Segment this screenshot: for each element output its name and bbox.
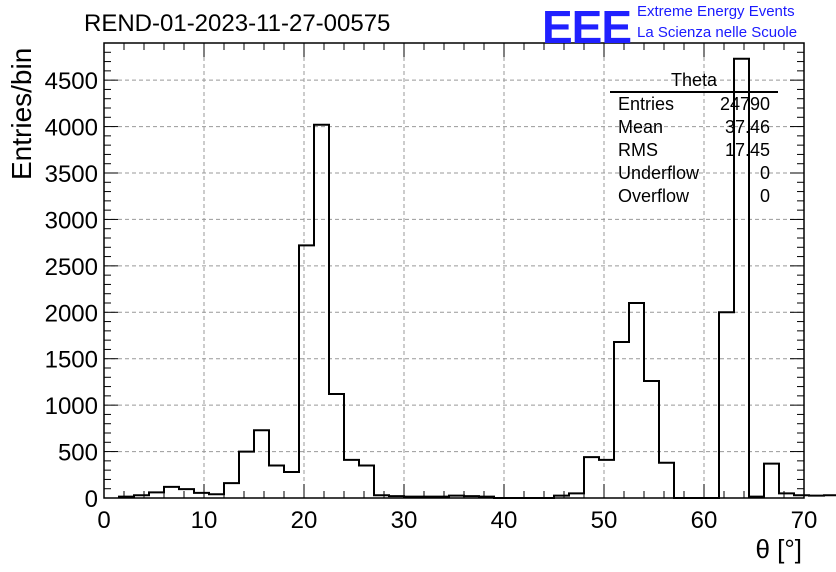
x-tick-label: 40 [491,507,518,534]
x-tick-label: 30 [391,507,418,534]
x-tick-label: 60 [691,507,718,534]
histogram-bin [599,460,614,498]
stats-row-overflow: Overflow 0 [610,185,778,208]
histogram-bin [659,463,674,498]
histogram-bin [809,496,824,498]
histogram-bin [764,464,779,498]
x-tick-label: 0 [97,507,110,534]
x-axis-label: θ [°] [755,534,802,564]
histogram-bin [239,452,254,498]
x-tick-label: 10 [191,507,218,534]
histogram-series [118,57,836,499]
histogram-bin [164,487,179,498]
stats-label: RMS [618,140,658,160]
stats-row-underflow: Underflow 0 [610,162,778,185]
histogram-bin [644,381,659,498]
stats-row-entries: Entries 24790 [610,93,778,116]
x-tick-label: 70 [791,507,818,534]
histogram-bin [824,495,836,498]
stats-value: 17.45 [724,140,770,160]
stats-label: Mean [618,117,664,137]
y-tick-label: 1000 [45,393,98,420]
histogram-bin [584,457,599,498]
y-tick-label: 500 [58,440,98,467]
histogram-bin [179,489,194,498]
eee-logo: EEE [542,1,632,53]
y-tick-label: 2500 [45,254,98,281]
y-tick-label: 4500 [45,68,98,95]
y-tick-label: 3000 [45,207,98,234]
histogram-bin [284,472,299,498]
stats-value: 24790 [719,94,770,114]
histogram-bin [359,466,374,499]
run-title: REND-01-2023-11-27-00575 [84,10,391,37]
stats-value: 0 [759,186,770,206]
stats-label: Underflow [618,163,700,183]
histogram-bin [329,394,344,498]
y-tick-label: 0 [85,486,98,513]
y-tick-label: 2000 [45,300,98,327]
stats-label: Overflow [618,186,690,206]
stats-value: 0 [759,163,770,183]
histogram-bin [299,245,314,498]
histogram-bin [269,466,284,499]
stats-title: Theta [610,70,778,93]
histogram-bin [614,342,629,498]
plot-frame [103,42,805,499]
histogram-bin [629,303,644,498]
stats-row-rms: RMS 17.45 [610,139,778,162]
histogram-bin [224,483,239,498]
histogram-bin [194,493,209,498]
x-tick-label: 50 [591,507,618,534]
stats-value: 37.46 [724,117,770,137]
stats-box: Theta Entries 24790 Mean 37.46 RMS 17.45… [610,70,778,208]
stats-row-mean: Mean 37.46 [610,116,778,139]
y-tick-label: 3500 [45,161,98,188]
y-axis-label: Entries/bin [6,47,37,180]
stats-label: Entries [618,94,675,114]
y-tick-label: 4000 [45,115,98,142]
histogram-bin [314,125,329,498]
histogram-bin [149,492,164,498]
y-tick-label: 1500 [45,347,98,374]
histogram-bin [344,460,359,498]
logo-line-1: Extreme Energy Events [637,3,795,20]
histogram-bin [719,312,734,498]
logo-line-2: La Scienza nelle Scuole [637,24,798,41]
histogram-bin [254,430,269,498]
x-tick-label: 20 [291,507,318,534]
